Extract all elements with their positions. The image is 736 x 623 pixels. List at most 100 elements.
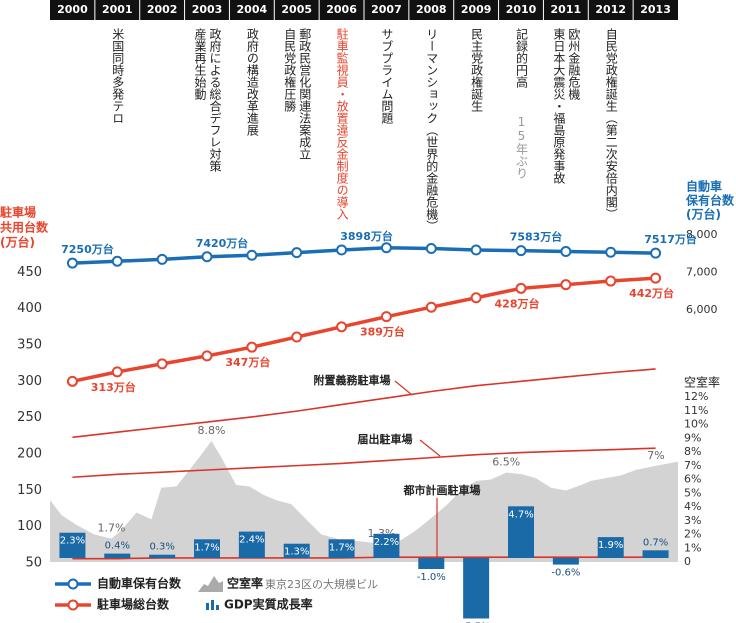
y-tick-label: 50 bbox=[25, 556, 42, 571]
y3-tick-label: 1% bbox=[684, 541, 701, 554]
legend-note: 東京23区の大規模ビル bbox=[265, 577, 378, 591]
y3-tick-label: 9% bbox=[684, 431, 701, 444]
vacancy-area bbox=[50, 441, 678, 562]
legend-bar bbox=[211, 600, 214, 610]
gdp-bar bbox=[283, 543, 310, 558]
gdp-label: 0.3% bbox=[149, 542, 174, 553]
y-tick-label: 450 bbox=[17, 265, 42, 280]
series-marker bbox=[291, 331, 303, 343]
legend-label: 駐車場総台数 bbox=[97, 597, 170, 612]
gdp-bar bbox=[597, 537, 624, 558]
gdp-label: 0.4% bbox=[105, 541, 130, 552]
gdp-label: -5.5% bbox=[462, 622, 491, 623]
parking-line bbox=[72, 368, 656, 439]
year-label: 2007 bbox=[371, 3, 402, 16]
y-tick-label: 300 bbox=[17, 374, 42, 389]
series-line bbox=[72, 245, 656, 265]
y2-tick-label: 6,000 bbox=[686, 303, 718, 316]
gdp-bar bbox=[642, 550, 669, 558]
series-marker bbox=[66, 375, 78, 387]
parking-line-label: 届出駐車場 bbox=[358, 432, 413, 446]
year-label: 2002 bbox=[147, 3, 178, 16]
event-label: 駐車監視員・放置違反金制度の導入 bbox=[335, 27, 349, 220]
gdp-bar bbox=[552, 558, 579, 565]
series-marker bbox=[111, 255, 123, 267]
series-value-label: 389万台 bbox=[360, 325, 405, 339]
year-label: 2000 bbox=[57, 3, 88, 16]
gdp-label: 1.3% bbox=[284, 547, 309, 558]
year-label: 2006 bbox=[326, 3, 357, 16]
year-label: 2001 bbox=[102, 3, 133, 16]
y2-tick-label: 8,000 bbox=[686, 228, 718, 241]
gdp-bar bbox=[194, 539, 220, 558]
series-value-label: 442万台 bbox=[629, 286, 674, 300]
year-label: 2010 bbox=[506, 3, 537, 16]
year-label: 2008 bbox=[416, 3, 447, 16]
parking-line bbox=[72, 447, 656, 479]
y3-tick-label: 12% bbox=[684, 390, 708, 403]
series-marker bbox=[156, 253, 168, 265]
series-marker bbox=[560, 279, 572, 291]
series-marker bbox=[201, 350, 213, 362]
legend-bar bbox=[206, 603, 209, 610]
gdp-bar bbox=[418, 558, 445, 569]
y3-tick-label: 8% bbox=[684, 445, 701, 458]
legend-label: 空室率 bbox=[227, 576, 263, 591]
y3-tick-label: 5% bbox=[684, 486, 701, 499]
vacancy-label: 6.5% bbox=[492, 456, 520, 469]
year-label: 2004 bbox=[237, 3, 268, 16]
annotation: 3898万台 bbox=[340, 229, 393, 243]
vacancy-label: 8.8% bbox=[198, 424, 226, 437]
legend-area bbox=[198, 576, 223, 592]
series-marker bbox=[515, 245, 527, 257]
series-value-label: 347万台 bbox=[225, 355, 270, 369]
series-line bbox=[72, 276, 656, 384]
series-marker bbox=[605, 275, 617, 287]
gdp-bar bbox=[373, 533, 400, 558]
event-label: 東日本大震災・福島原発事故 bbox=[552, 28, 566, 185]
legend-marker bbox=[67, 599, 79, 611]
label-pointer bbox=[419, 439, 441, 457]
y3-tick-label: 2% bbox=[684, 528, 701, 541]
gdp-bar bbox=[59, 532, 86, 558]
vacancy-label: 1.7% bbox=[97, 522, 125, 535]
series-marker bbox=[650, 247, 662, 259]
event-note: 15年ぶり bbox=[515, 115, 529, 179]
y2-axis-title: 保有台数 bbox=[685, 193, 735, 208]
y-tick-label: 100 bbox=[17, 519, 42, 534]
vacancy-label: 7% bbox=[647, 449, 664, 462]
gdp-label: 4.7% bbox=[508, 509, 533, 520]
gdp-label: 0.7% bbox=[643, 537, 668, 548]
gdp-label: -0.6% bbox=[551, 568, 580, 579]
series-marker bbox=[291, 247, 303, 259]
gdp-label: 1.7% bbox=[329, 542, 354, 553]
year-label: 2005 bbox=[281, 3, 312, 16]
series-marker bbox=[470, 244, 482, 256]
series-marker bbox=[246, 341, 258, 353]
series-marker bbox=[650, 272, 662, 284]
series-marker bbox=[156, 358, 168, 370]
parking-line-label: 都市計画駐車場 bbox=[403, 483, 481, 497]
y3-axis-title: 空室率 bbox=[684, 375, 720, 390]
gdp-label: -1.0% bbox=[417, 572, 446, 583]
y2-axis-title: (万台) bbox=[686, 207, 721, 222]
event-label: 自民党政権誕生（第二次安倍内閣） bbox=[604, 28, 618, 220]
y3-tick-label: 7% bbox=[684, 459, 701, 472]
event-label: 記録的円高 bbox=[515, 27, 529, 89]
y-tick-label: 250 bbox=[17, 410, 42, 425]
y3-tick-label: 11% bbox=[684, 404, 708, 417]
y-axis-title: 駐車場 bbox=[0, 205, 36, 220]
gdp-bar bbox=[328, 539, 355, 558]
series-value-label: 7583万台 bbox=[510, 230, 563, 244]
y-tick-label: 350 bbox=[17, 338, 42, 353]
gdp-label: 2.2% bbox=[374, 537, 399, 548]
y3-tick-label: 0 bbox=[684, 555, 691, 568]
gdp-label: 2.3% bbox=[60, 536, 85, 547]
event-label: 政府の構造改革進展 bbox=[245, 28, 259, 136]
series-marker bbox=[111, 366, 123, 378]
y-tick-label: 400 bbox=[17, 301, 42, 316]
series-marker bbox=[515, 282, 527, 294]
event-label: 欧州金融危機 bbox=[567, 28, 581, 100]
year-label: 2003 bbox=[192, 3, 223, 16]
legend-label: GDP実質成長率 bbox=[224, 597, 313, 612]
